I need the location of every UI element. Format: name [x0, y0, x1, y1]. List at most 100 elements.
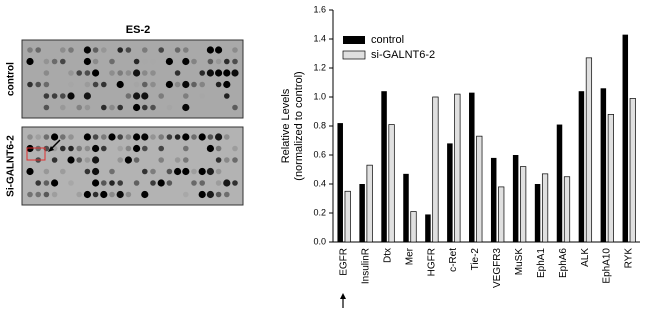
blot-spots: [26, 46, 239, 199]
blot-spot: [215, 133, 223, 141]
blot-spot: [60, 134, 66, 140]
blot-spot: [125, 70, 132, 76]
bar: [541, 173, 549, 243]
blot-spot: [84, 157, 91, 163]
blot-spot: [51, 133, 59, 141]
legend-swatch: [343, 36, 365, 44]
blot-spot: [35, 134, 41, 140]
blot-spot: [83, 57, 91, 66]
blot-spot: [133, 92, 141, 100]
blot-spot: [68, 134, 74, 140]
blot-spot: [67, 92, 75, 100]
blot-spot: [133, 58, 140, 65]
blot-spot: [109, 168, 115, 175]
blot-spot: [166, 104, 173, 111]
y-tick-label: 1.0: [313, 91, 326, 101]
x-tick-label: EGFR: [339, 248, 350, 276]
blot-spot: [83, 46, 91, 54]
blot-spot: [51, 58, 58, 65]
blot-spot: [43, 134, 50, 140]
blot-spot: [117, 180, 123, 186]
blot-spot: [101, 180, 107, 186]
blot-arrowhead: [48, 146, 54, 152]
blot-spot: [51, 93, 58, 99]
blot-spot: [101, 134, 107, 140]
blot-spot: [76, 191, 82, 198]
blot-spot: [92, 47, 99, 53]
bar: [447, 143, 453, 242]
blot-spot: [117, 70, 123, 76]
bar: [425, 214, 431, 242]
x-tick-label: HGFR: [426, 248, 437, 276]
blot-spot: [223, 179, 231, 187]
blot-spot: [116, 80, 124, 89]
blot-spot: [199, 180, 205, 186]
blot-spot: [215, 46, 223, 54]
blot-spot: [83, 92, 91, 100]
y-tick-label: 0.2: [313, 207, 326, 217]
blot-panel: [21, 126, 244, 206]
bar: [498, 186, 505, 243]
bar: [600, 88, 607, 242]
blot-spot: [174, 70, 181, 76]
blot-spot: [92, 58, 99, 65]
blot-spot: [206, 167, 214, 176]
blot-spot: [133, 157, 140, 163]
x-tick-label: MuSK: [514, 248, 525, 276]
blot-spot: [117, 157, 123, 163]
blot-spot: [191, 168, 197, 175]
blot-spot: [133, 144, 141, 153]
blot-spot: [142, 145, 148, 152]
blot-spot: [215, 69, 223, 77]
blot-spot: [198, 133, 206, 141]
blot-spot: [109, 180, 115, 186]
blot-spot: [109, 58, 115, 65]
blot-spot: [199, 81, 205, 88]
blot-spot: [83, 190, 91, 199]
blot-spot: [191, 58, 197, 65]
y-tick-label: 0.8: [313, 120, 326, 130]
bar: [432, 96, 439, 243]
x-tick-label: ALK: [580, 248, 591, 267]
blot-spot: [174, 157, 181, 163]
blot-spot: [182, 133, 190, 141]
blot-spot: [84, 145, 91, 152]
blot-spot: [142, 58, 148, 65]
bar: [607, 114, 614, 243]
bar: [388, 124, 395, 243]
blot-spot: [68, 81, 74, 88]
blot-row-label: control: [6, 62, 17, 96]
blot-spot: [101, 104, 107, 111]
blot-spot: [224, 93, 230, 99]
y-tick-label: 0.6: [313, 149, 326, 159]
x-tick-label: InsulinR: [361, 248, 372, 284]
blot-spot: [166, 180, 173, 186]
blot-spot: [150, 134, 156, 140]
blot-spot: [68, 70, 74, 76]
blot-spot: [43, 191, 50, 198]
blot-spot: [150, 58, 156, 65]
blot-spot: [223, 69, 231, 77]
blot-spot: [84, 104, 91, 111]
blot-spot: [232, 157, 238, 163]
blot-spot: [109, 70, 115, 76]
blot-spot: [224, 58, 230, 65]
x-tick-label: VEGFR3: [492, 248, 503, 288]
blot-spot: [117, 104, 123, 111]
blot-spot: [215, 168, 222, 175]
blot-spot: [183, 191, 189, 198]
blot-spot: [101, 145, 107, 152]
blot-spot: [215, 81, 222, 88]
bar: [534, 184, 541, 242]
x-tick-label: RYK: [624, 248, 635, 269]
bar: [585, 57, 593, 243]
blot-spot: [142, 168, 148, 175]
bar: [556, 124, 563, 242]
blot-spot: [158, 93, 164, 99]
blot-spot: [51, 157, 58, 163]
blot-spot: [166, 134, 173, 140]
bar: [578, 91, 585, 242]
x-tick-label: Dtx: [382, 248, 393, 263]
blot-spot: [158, 145, 164, 152]
blot-spot: [100, 190, 108, 199]
